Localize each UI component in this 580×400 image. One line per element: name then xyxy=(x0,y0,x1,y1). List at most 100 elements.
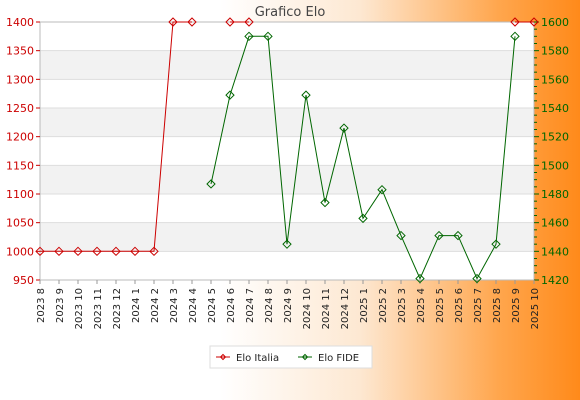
x-axis-label: 2025 1 xyxy=(359,288,370,323)
data-point xyxy=(396,230,406,241)
data-point xyxy=(206,179,216,189)
right-axis-label: 1560 xyxy=(541,73,569,86)
left-axis-label: 950 xyxy=(13,274,34,287)
right-axis-label: 1460 xyxy=(541,217,569,230)
x-axis-label: 2024 3 xyxy=(169,288,180,323)
data-point xyxy=(339,123,349,133)
legend-marker-swatch xyxy=(301,353,309,361)
data-point xyxy=(282,239,292,249)
right-axis-label: 1580 xyxy=(541,45,569,58)
x-axis-label: 2023 10 xyxy=(74,288,85,329)
left-axis-label: 1000 xyxy=(6,245,34,258)
right-axis-label: 1600 xyxy=(541,16,569,29)
right-axis: 1420 1440 1460 1480 1500 1520 1540 1560 1580 1600 xyxy=(534,16,569,287)
data-point xyxy=(529,17,539,27)
x-axis-label: 2024 12 xyxy=(340,288,351,329)
legend: Elo Italia Elo FIDE xyxy=(209,345,373,369)
data-point xyxy=(301,90,311,100)
left-axis: 950 1000 1050 1100 1150 1200 1250 1300 1350 1400 xyxy=(6,16,40,287)
left-axis-label: 1350 xyxy=(6,45,34,58)
data-point xyxy=(491,239,501,249)
x-axis-label: 2025 2 xyxy=(378,288,389,323)
left-axis-label: 1150 xyxy=(6,159,34,172)
legend-marker-swatch xyxy=(219,353,227,361)
data-point xyxy=(415,273,425,284)
data-point xyxy=(130,246,140,257)
x-axis-label: 2025 5 xyxy=(435,288,446,323)
x-axis-label: 2024 6 xyxy=(226,288,237,323)
x-axis-label: 2023 8 xyxy=(36,288,47,323)
data-point xyxy=(377,184,387,195)
x-axis-label: 2025 9 xyxy=(511,288,522,323)
left-axis-label: 1050 xyxy=(6,217,34,230)
data-point xyxy=(168,17,178,27)
x-axis-label: 2025 7 xyxy=(473,288,484,323)
x-axis-label: 2025 8 xyxy=(492,288,503,323)
legend-label: Elo Italia xyxy=(236,353,279,364)
x-axis-label: 2023 12 xyxy=(112,288,123,329)
x-axis-label: 2024 11 xyxy=(321,288,332,329)
plot-band xyxy=(40,108,534,137)
x-axis-label: 2025 6 xyxy=(454,288,465,323)
x-axis-label: 2024 8 xyxy=(264,288,275,323)
plot-band xyxy=(40,50,534,80)
plot-band xyxy=(40,251,534,280)
data-point xyxy=(320,197,330,208)
plot-bands xyxy=(40,22,534,280)
plot-band xyxy=(40,22,534,51)
chart-title: Grafico Elo xyxy=(255,5,326,20)
x-axis-label: 2024 4 xyxy=(188,288,199,323)
data-point xyxy=(358,213,368,224)
right-axis-label: 1540 xyxy=(541,102,569,115)
data-point xyxy=(35,246,45,257)
legend-item: Elo Italia xyxy=(216,353,279,364)
plot-band xyxy=(40,136,534,166)
legend-item: Elo FIDE xyxy=(298,353,359,364)
data-point xyxy=(510,17,520,27)
legend-box xyxy=(209,345,373,369)
right-axis-label: 1440 xyxy=(541,245,569,258)
data-point xyxy=(225,90,235,100)
x-axis-label: 2024 7 xyxy=(245,288,256,323)
x-axis-label: 2023 11 xyxy=(93,288,104,329)
right-axis-label: 1520 xyxy=(541,131,569,144)
series-elo-italia xyxy=(35,17,539,257)
right-axis-label: 1420 xyxy=(541,274,569,287)
x-axis-label: 2023 9 xyxy=(55,288,66,323)
x-axis-label: 2024 10 xyxy=(302,288,313,329)
right-axis-label: 1500 xyxy=(541,159,569,172)
x-axis-label: 2025 4 xyxy=(416,288,427,323)
data-point xyxy=(187,17,197,27)
data-point xyxy=(244,17,254,27)
data-point xyxy=(510,31,520,42)
data-point xyxy=(434,230,444,241)
left-axis-label: 1250 xyxy=(6,102,34,115)
data-point xyxy=(111,246,121,257)
data-point xyxy=(225,17,235,27)
left-axis-label: 1300 xyxy=(6,73,34,86)
data-point xyxy=(453,230,463,241)
data-point xyxy=(73,246,83,257)
left-axis-label: 1400 xyxy=(6,16,34,29)
x-axis-label: 2024 9 xyxy=(283,288,294,323)
plot-band xyxy=(40,222,534,252)
plot-band xyxy=(40,79,534,108)
x-axis-label: 2025 10 xyxy=(530,288,541,329)
x-axis-label: 2024 5 xyxy=(207,288,218,323)
x-axis-label: 2025 3 xyxy=(397,288,408,323)
x-axis-label: 2024 2 xyxy=(150,288,161,323)
series-elo-fide xyxy=(206,31,520,284)
series-layer xyxy=(35,17,539,284)
plot-band xyxy=(40,165,534,194)
series-line xyxy=(210,35,516,280)
left-axis-label: 1200 xyxy=(6,131,34,144)
plot-band xyxy=(40,194,534,223)
data-point xyxy=(244,31,254,42)
data-point xyxy=(92,246,102,257)
legend-label: Elo FIDE xyxy=(318,353,359,364)
data-point xyxy=(149,246,159,257)
data-point xyxy=(263,31,273,42)
